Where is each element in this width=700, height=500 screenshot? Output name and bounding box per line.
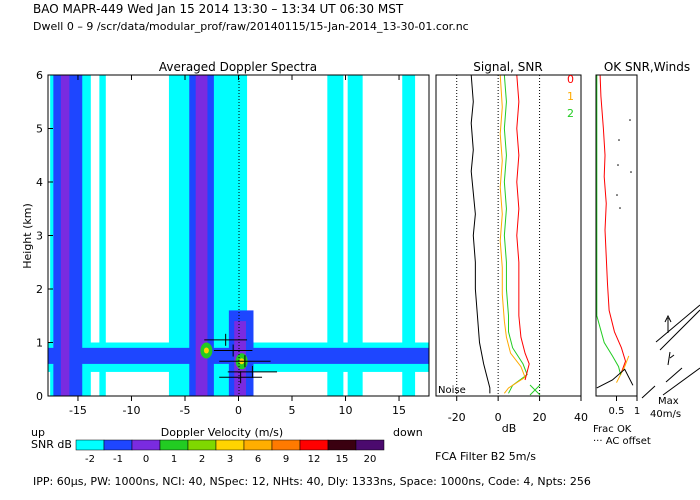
spectra-xtick-label: 10	[339, 404, 353, 417]
wind-speed-label: 40m/s	[650, 409, 681, 420]
spectra-band-purple	[195, 75, 208, 396]
snr-x-marker	[529, 384, 541, 396]
colorbar-tick-label: 20	[364, 454, 377, 465]
spectra-xtick-label: 0	[235, 404, 242, 417]
legend-0: 0	[567, 73, 574, 86]
snr-series-line	[516, 74, 530, 381]
spectra-xtick-label: -10	[122, 404, 140, 417]
down-label: down	[393, 426, 423, 439]
colorbar-tick-label: 0	[143, 454, 149, 465]
spectra-panel: Averaged Doppler Spectra -15 -10 -5 0 5 10 15 …	[21, 60, 430, 439]
snr-xtick-label: 20	[533, 411, 547, 424]
spectra-band-sky	[347, 75, 363, 396]
ok-xtick-label: 1	[634, 406, 640, 417]
ok-series-line	[596, 75, 622, 375]
wind-max-label: Max	[658, 396, 679, 407]
snr-xtick-label: -20	[448, 411, 466, 424]
colorbar-swatch	[187, 439, 217, 451]
footer-params: IPP: 60μs, PW: 1000ns, NCI: 40, NSpec: 1…	[33, 475, 591, 488]
header-line-1: BAO MAPR-449 Wed Jan 15 2014 13:30 – 13:…	[33, 2, 404, 16]
spectra-ytick-label: 6	[36, 69, 43, 82]
colorbar-swatch	[159, 439, 189, 451]
snr-panel: Signal, SNR -20 0 20 40 Noise dB 0 1 2	[435, 60, 588, 435]
colorbar-tick-label: 1	[171, 454, 177, 465]
snr-series-line	[499, 74, 526, 394]
legend-2: 2	[567, 107, 574, 120]
noise-label: Noise	[438, 385, 466, 396]
colorbar-tick-label: -1	[113, 454, 123, 465]
colorbar-swatch	[75, 439, 105, 451]
spectra-ylabel: Height (km)	[21, 203, 34, 269]
ac-offset-label: ··· AC offset	[593, 436, 651, 447]
colorbar-swatch	[103, 439, 133, 451]
colorbar-swatch	[327, 439, 357, 451]
snr-xtick-label: 0	[495, 411, 502, 424]
snr-series-line	[470, 74, 491, 394]
spectra-band-sky	[327, 75, 344, 396]
wind-scale-bar	[641, 385, 656, 399]
spectra-ytick-label: 3	[36, 230, 43, 243]
spectra-ytick-label: 0	[36, 390, 43, 403]
colorbar-swatch	[131, 439, 161, 451]
ok-xtick-label: 0.5	[609, 406, 625, 417]
spectra-xtick-label: 15	[392, 404, 406, 417]
colorbar-tick-label: 12	[308, 454, 321, 465]
legend-1: 1	[567, 90, 574, 103]
winds-panel: OK SNR,Winds 0.5 1 Frac OK ··· AC offset …	[593, 60, 700, 447]
colorbar-tick-label: -2	[85, 454, 95, 465]
ok-series-line	[599, 74, 627, 375]
colorbar-tick-label: 15	[336, 454, 349, 465]
spectra-title: Averaged Doppler Spectra	[159, 60, 317, 74]
colorbar-swatch	[215, 439, 245, 451]
filter-label: FCA Filter B2 5m/s	[435, 450, 536, 463]
spectra-ytick-label: 4	[36, 176, 43, 189]
spectra-xtick-label: 5	[289, 404, 296, 417]
colorbar-tick-label: 3	[227, 454, 233, 465]
winds-frame	[595, 74, 638, 397]
up-label: up	[31, 426, 45, 439]
colorbar-swatch	[271, 439, 301, 451]
spectra-band-sky	[99, 75, 106, 396]
spectra-ytick-label: 1	[36, 337, 43, 350]
snr-xlabel: dB	[502, 422, 517, 435]
spectra-xtick-label: -5	[180, 404, 191, 417]
ok-series-line	[596, 368, 634, 389]
colorbar-swatch	[243, 439, 273, 451]
wind-arrows	[655, 304, 700, 396]
spectra-peak-core	[203, 347, 209, 354]
header-line-2: Dwell 0 – 9 /scr/data/modular_prof/raw/2…	[33, 20, 469, 33]
colorbar-label: SNR dB	[31, 438, 72, 451]
spectra-xlabel: Doppler Velocity (m/s)	[161, 426, 283, 439]
spectra-ytick-label: 2	[36, 283, 43, 296]
snr-xtick-label: 40	[574, 411, 588, 424]
colorbar-swatch	[355, 439, 385, 451]
wind-dots	[616, 119, 632, 209]
spectra-band-purple	[60, 75, 70, 396]
spectra-ytick-label: 5	[36, 123, 43, 136]
colorbar-swatch	[299, 439, 329, 451]
spectra-xtick-label: -15	[69, 404, 87, 417]
frac-ok-label: Frac OK	[593, 424, 632, 435]
spectra-band-sky	[402, 75, 416, 396]
colorbar-tick-label: 2	[199, 454, 205, 465]
snr-frame	[435, 74, 582, 397]
winds-title: OK SNR,Winds	[604, 60, 690, 74]
colorbar: SNR dB -2 -1 0 1 2 3 6 9 12 15 20	[31, 438, 385, 465]
colorbar-tick-label: 6	[255, 454, 261, 465]
colorbar-tick-label: 9	[283, 454, 289, 465]
snr-title: Signal, SNR	[473, 60, 542, 74]
snr-series-line	[503, 74, 528, 394]
